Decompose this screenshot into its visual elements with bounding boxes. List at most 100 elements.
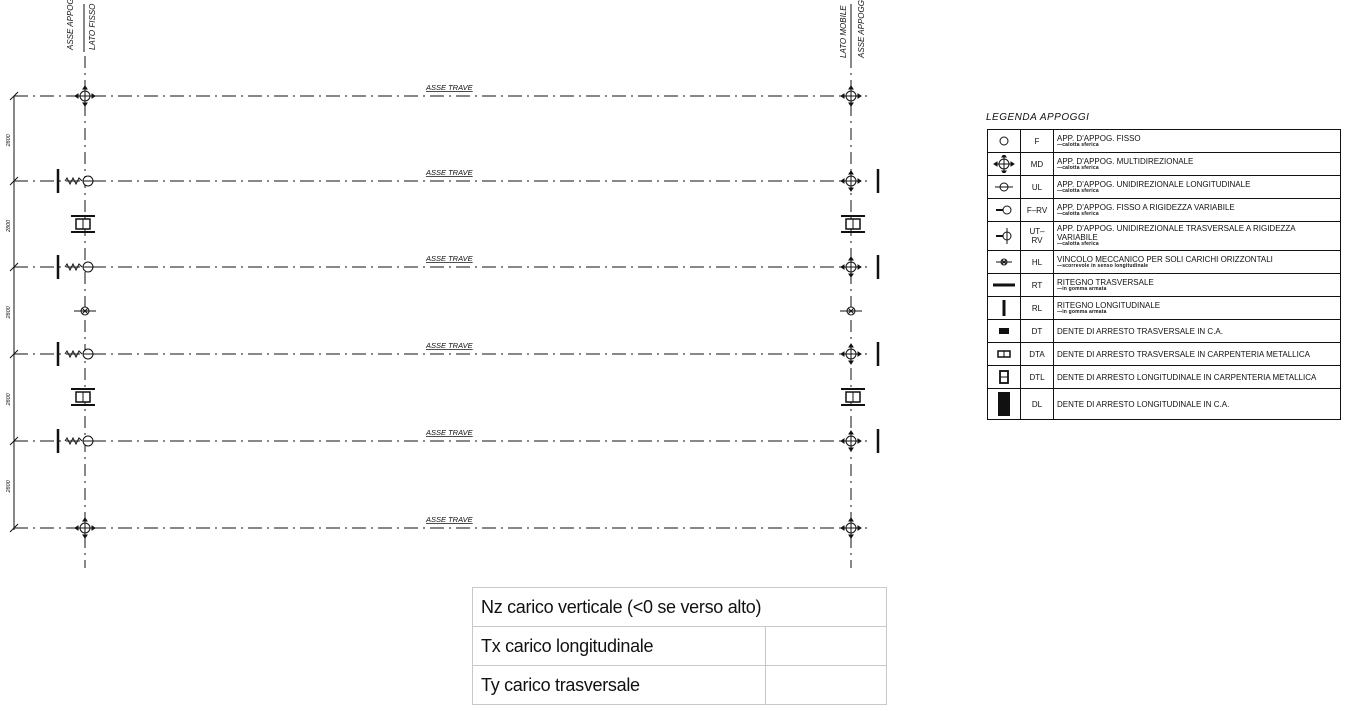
legend-row: RL RITEGNO LONGITUDINALE —in gomma armata: [987, 296, 1341, 321]
load-label-ty: Ty carico trasversale: [472, 665, 766, 705]
legend-desc-main: APP. D'APPOG. FISSO: [1057, 133, 1141, 143]
legend-desc-main: APP. D'APPOG. MULTIDIREZIONALE: [1057, 156, 1194, 166]
multidirectional-icon: [840, 170, 862, 192]
transverse-stop-steel-icon: [841, 215, 865, 233]
loads-table: Nz carico verticale (<0 se verso alto) T…: [472, 587, 887, 705]
beam-axis-row: ASSE TRAVE: [14, 515, 869, 539]
unidirectional-longitudinal-icon: [64, 175, 94, 187]
beam-axis-row: ASSE TRAVE: [14, 254, 880, 279]
transverse-restraint-icon: [987, 273, 1021, 298]
transverse-stop-steel-icon: [71, 388, 95, 406]
horizontal-restraint-icon: [840, 306, 862, 316]
beam-axis-label: ASSE TRAVE: [425, 254, 474, 263]
legend-row: F APP. D'APPOG. FISSO —calotta sferica: [987, 129, 1341, 153]
load-label-nz: Nz carico verticale (<0 se verso alto): [472, 587, 887, 627]
legend-code: RT: [1020, 273, 1054, 298]
legend-description: DENTE DI ARRESTO TRASVERSALE IN CARPENTE…: [1053, 342, 1341, 367]
right-axis-label-2: ASSE APPOGGI: [857, 0, 866, 59]
multidirectional-icon: [74, 517, 96, 539]
unidirectional-longitudinal-icon: [987, 175, 1021, 199]
legend-row: DT DENTE DI ARRESTO TRASVERSALE IN C.A.: [987, 319, 1341, 344]
dimension-label: 2800: [6, 479, 12, 493]
legend-row: F–RV APP. D'APPOG. FISSO A RIGIDEZZA VARI…: [987, 198, 1341, 222]
legend-code: DTL: [1020, 365, 1054, 390]
longitudinal-stop-concrete-icon: [987, 388, 1021, 421]
circle-icon: [987, 129, 1021, 153]
longitudinal-stop-steel-icon: [987, 365, 1021, 390]
right-axis-label-1: LATO MOBILE: [839, 5, 848, 58]
multidirectional-icon: [74, 85, 96, 107]
legend-code: DT: [1020, 319, 1054, 344]
unidirectional-transverse-variable-icon: [987, 220, 1021, 252]
legend-desc-main: DENTE DI ARRESTO TRASVERSALE IN C.A.: [1057, 326, 1223, 336]
loads-row: Ty carico trasversale: [472, 665, 887, 705]
legend-description: APP. D'APPOG. MULTIDIREZIONALE —calotta s…: [1053, 152, 1341, 176]
unidirectional-longitudinal-icon: [64, 435, 94, 447]
legend-description: APP. D'APPOG. FISSO A RIGIDEZZA VARIABIL…: [1053, 198, 1341, 222]
legend-code: HL: [1020, 250, 1054, 275]
beam-axis-row: ASSE TRAVE: [14, 428, 880, 453]
legend-row: RT RITEGNO TRASVERSALE —in gomma armata: [987, 273, 1341, 298]
legend-desc-main: APP. D'APPOG. UNIDIREZIONALE TRASVERSALE…: [1057, 224, 1296, 243]
legend-desc-main: DENTE DI ARRESTO TRASVERSALE IN CARPENTE…: [1057, 349, 1310, 359]
legend-description: DENTE DI ARRESTO TRASVERSALE IN C.A.: [1053, 319, 1341, 344]
legend-description: RITEGNO LONGITUDINALE —in gomma armata: [1053, 296, 1341, 321]
legend-row: UT–RV APP. D'APPOG. UNIDIREZIONALE TRASVE…: [987, 220, 1341, 252]
legend-code: DL: [1020, 388, 1054, 421]
legend-desc-main: DENTE DI ARRESTO LONGITUDINALE IN C.A.: [1057, 399, 1230, 409]
legend-description: DENTE DI ARRESTO LONGITUDINALE IN CARPEN…: [1053, 365, 1341, 390]
dimension-label: 2800: [6, 305, 12, 319]
multidirectional-icon: [987, 152, 1021, 176]
loads-row: Tx carico longitudinale: [472, 626, 887, 666]
beam-axis-label: ASSE TRAVE: [425, 83, 474, 92]
legend-desc-sub: —in gomma armata: [1057, 285, 1107, 292]
legend-row: HL VINCOLO MECCANICO PER SOLI CARICHI ORI…: [987, 250, 1341, 275]
legend-description: APP. D'APPOG. UNIDIREZIONALE TRASVERSALE…: [1053, 220, 1341, 252]
legend-desc-main: APP. D'APPOG. FISSO A RIGIDEZZA VARIABIL…: [1057, 202, 1235, 212]
fixed-variable-stiffness-icon: [987, 198, 1021, 222]
legend-table: F APP. D'APPOG. FISSO —calotta sferica MD AP…: [987, 129, 1341, 421]
legend-desc-main: DENTE DI ARRESTO LONGITUDINALE IN CARPEN…: [1057, 372, 1317, 382]
beam-axis-row: ASSE TRAVE: [14, 83, 869, 107]
unidirectional-longitudinal-icon: [64, 348, 94, 360]
multidirectional-icon: [840, 517, 862, 539]
legend-desc-main: RITEGNO LONGITUDINALE: [1057, 300, 1161, 310]
beam-axis-label: ASSE TRAVE: [425, 515, 474, 524]
bearing-legend: LEGENDA APPOGGI F APP. D'APPOG. FISSO —cal…: [983, 112, 1350, 421]
beam-axis-row: ASSE TRAVE: [14, 168, 880, 193]
load-value-ty[interactable]: [765, 665, 887, 705]
loads-row: Nz carico verticale (<0 se verso alto): [472, 587, 887, 627]
legend-desc-sub: —calotta sferica: [1057, 187, 1099, 194]
dimension-label: 2800: [6, 392, 12, 406]
legend-row: MD APP. D'APPOG. MULTIDIREZIONALE —calotta…: [987, 152, 1341, 176]
legend-desc-sub: —calotta sferica: [1057, 241, 1099, 248]
load-value-tx[interactable]: [765, 626, 887, 666]
legend-code: UT–RV: [1020, 220, 1054, 252]
legend-desc-sub: —calotta sferica: [1057, 141, 1099, 148]
multidirectional-icon: [840, 343, 862, 365]
legend-description: DENTE DI ARRESTO LONGITUDINALE IN C.A.: [1053, 388, 1341, 421]
legend-desc-sub: —scorrevole in senso longitudinale: [1057, 262, 1149, 269]
legend-code: DTA: [1020, 342, 1054, 367]
legend-description: APP. D'APPOG. FISSO —calotta sferica: [1053, 129, 1341, 153]
legend-desc-main: APP. D'APPOG. UNIDIREZIONALE LONGITUDINA…: [1057, 179, 1251, 189]
left-axis-label-2: LATO FISSO: [88, 4, 97, 50]
left-axis-label-1: ASSE APPOGGI: [66, 0, 75, 51]
unidirectional-longitudinal-icon: [64, 261, 94, 273]
legend-desc-sub: —calotta sferica: [1057, 210, 1099, 217]
beam-axis-label: ASSE TRAVE: [425, 341, 474, 350]
legend-row: DTL DENTE DI ARRESTO LONGITUDINALE IN CAR…: [987, 365, 1341, 390]
dimension-label: 2800: [6, 133, 12, 147]
beam-axis-label: ASSE TRAVE: [425, 168, 474, 177]
legend-code: RL: [1020, 296, 1054, 321]
horizontal-restraint-icon: [74, 306, 96, 316]
legend-code: F–RV: [1020, 198, 1054, 222]
legend-description: APP. D'APPOG. UNIDIREZIONALE LONGITUDINA…: [1053, 175, 1341, 199]
dimension-label: 2800: [6, 219, 12, 233]
legend-row: UL APP. D'APPOG. UNIDIREZIONALE LONGITUDI…: [987, 175, 1341, 199]
legend-code: MD: [1020, 152, 1054, 176]
horizontal-restraint-icon: [987, 250, 1021, 275]
legend-desc-sub: —calotta sferica: [1057, 164, 1099, 171]
legend-desc-sub: —in gomma armata: [1057, 308, 1107, 315]
